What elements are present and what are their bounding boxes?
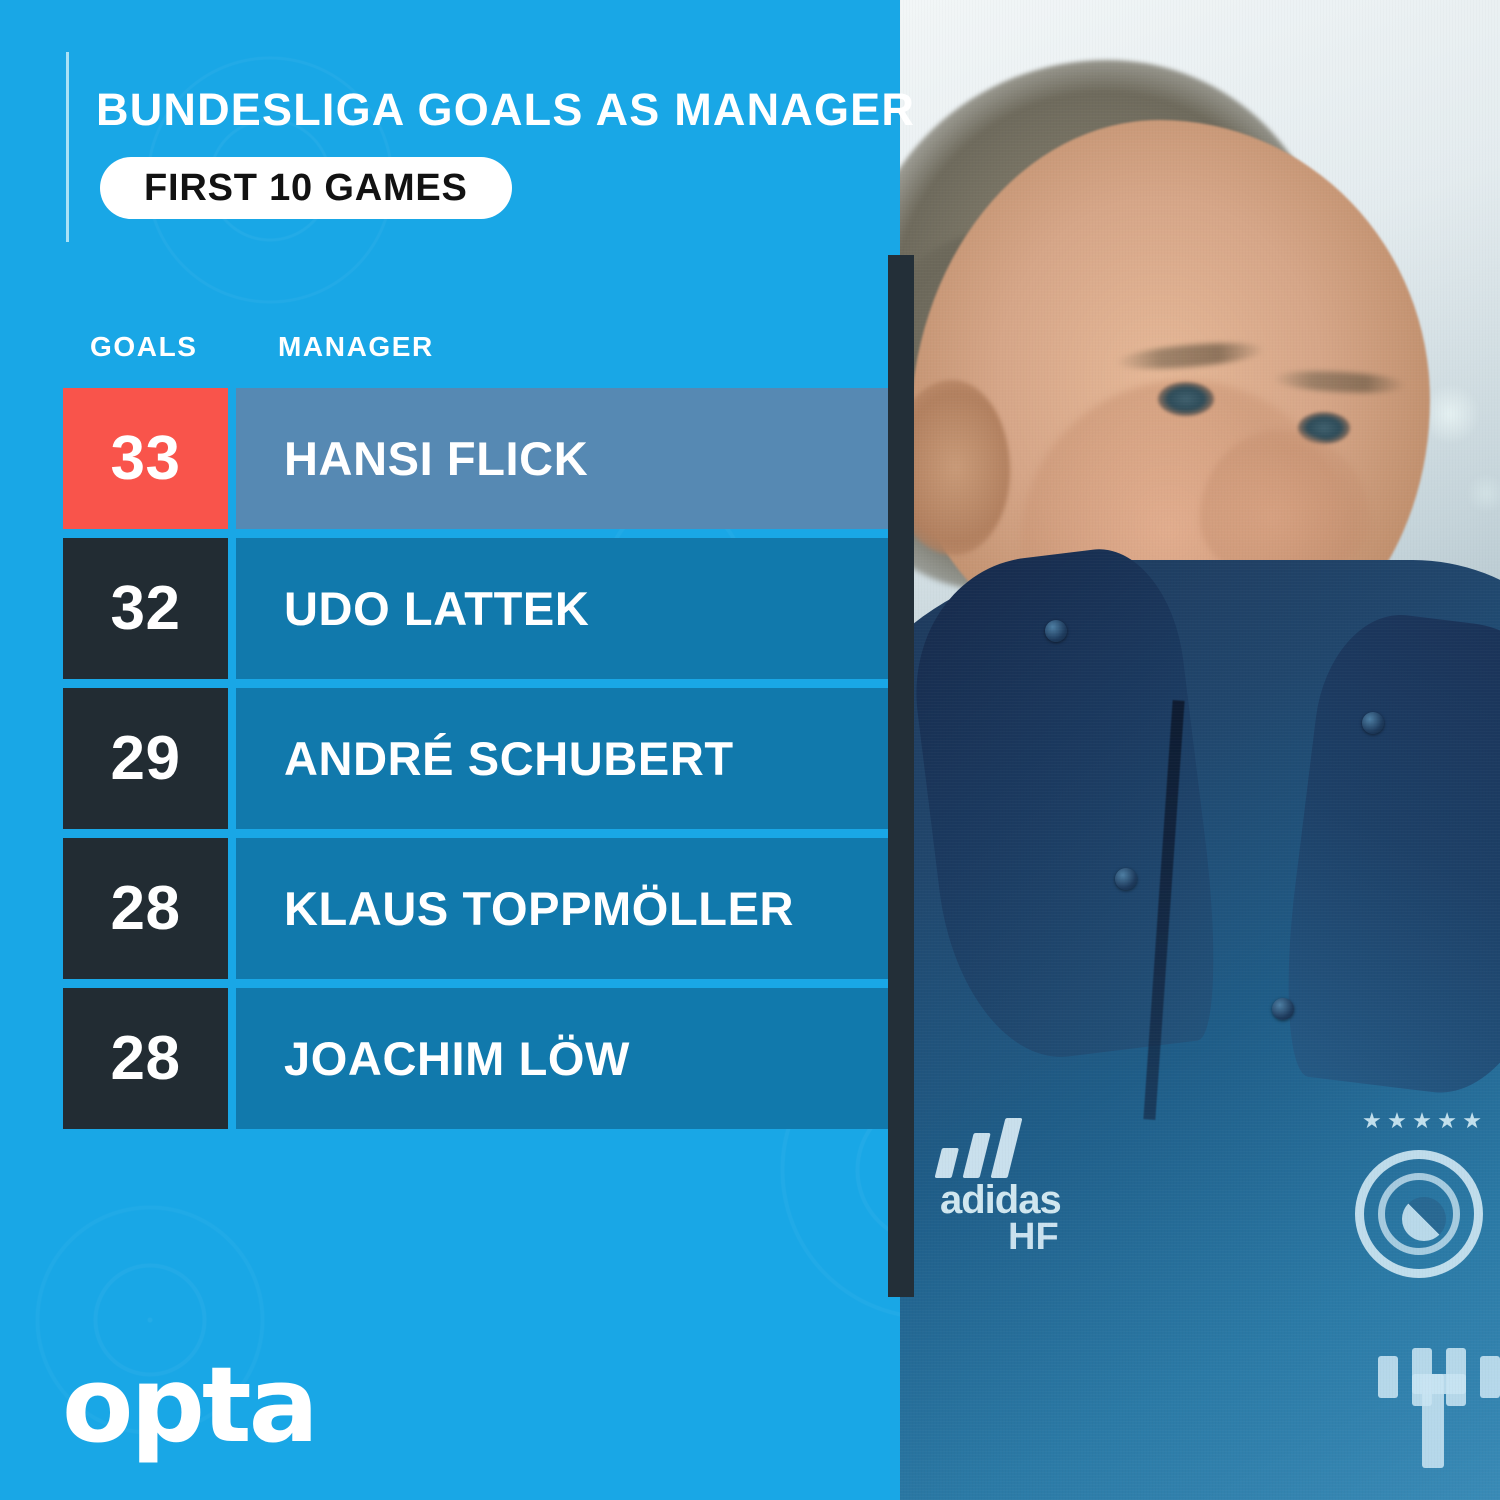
goals-value-box: 33: [63, 388, 228, 529]
title-accent-line: [66, 52, 69, 242]
goals-value: 28: [110, 1024, 181, 1093]
jacket-snap-button: [1272, 998, 1294, 1020]
adidas-three-stripes-icon: [933, 1118, 1098, 1178]
table-row: 28 JOACHIM LÖW: [0, 988, 900, 1129]
manager-name: ANDRÉ SCHUBERT: [284, 732, 734, 785]
vertical-divider-bar: [888, 255, 914, 1297]
manager-name: KLAUS TOPPMÖLLER: [284, 882, 795, 935]
goals-value: 32: [110, 574, 181, 643]
jacket-snap-button: [1115, 868, 1137, 890]
subtitle-badge-label: FIRST 10 GAMES: [144, 166, 468, 209]
kit-initials-badge: HF: [1008, 1216, 1059, 1258]
goals-value: 29: [110, 724, 181, 793]
column-header-manager: MANAGER: [278, 331, 434, 362]
goals-value: 33: [110, 424, 181, 493]
fc-bayern-crest-icon: [1355, 1150, 1483, 1278]
subtitle-badge: FIRST 10 GAMES: [100, 157, 512, 219]
table-row: 29 ANDRÉ SCHUBERT: [0, 688, 900, 829]
ear-shape: [900, 380, 1010, 555]
manager-name: JOACHIM LÖW: [284, 1032, 631, 1085]
goals-value-box: 32: [63, 538, 228, 679]
manager-name: HANSI FLICK: [284, 432, 589, 485]
manager-name-bar: JOACHIM LÖW: [236, 988, 890, 1129]
manager-portrait-photo: adidas HF ★ ★ ★ ★ ★: [900, 0, 1500, 1500]
goals-value-box: 29: [63, 688, 228, 829]
page-title: BUNDESLIGA GOALS AS MANAGER: [96, 84, 916, 135]
column-header-goals: GOALS: [90, 331, 198, 362]
manager-ranking-list: 33 HANSI FLICK 32 UDO LATTEK 29 ANDRÉ SCHUBER…: [0, 388, 900, 1138]
five-stars-icon: ★ ★ ★ ★ ★: [1362, 1108, 1482, 1133]
opta-logo: opta: [62, 1344, 319, 1466]
goals-value-box: 28: [63, 838, 228, 979]
table-row: 28 KLAUS TOPPMÖLLER: [0, 838, 900, 979]
goals-value-box: 28: [63, 988, 228, 1129]
table-row: 32 UDO LATTEK: [0, 538, 900, 679]
telekom-t-icon: [1378, 1348, 1500, 1468]
nose-shape: [1200, 430, 1370, 580]
manager-name-bar: HANSI FLICK: [236, 388, 890, 529]
manager-name-bar: UDO LATTEK: [236, 538, 890, 679]
manager-name-bar: ANDRÉ SCHUBERT: [236, 688, 890, 829]
jacket-snap-button: [1362, 712, 1384, 734]
adidas-wordmark: adidas: [940, 1178, 1062, 1222]
manager-name: UDO LATTEK: [284, 582, 590, 635]
goals-value: 28: [110, 874, 181, 943]
jacket-snap-button: [1045, 620, 1067, 642]
left-eye: [1158, 382, 1214, 416]
table-row: 33 HANSI FLICK: [0, 388, 900, 529]
manager-name-bar: KLAUS TOPPMÖLLER: [236, 838, 890, 979]
